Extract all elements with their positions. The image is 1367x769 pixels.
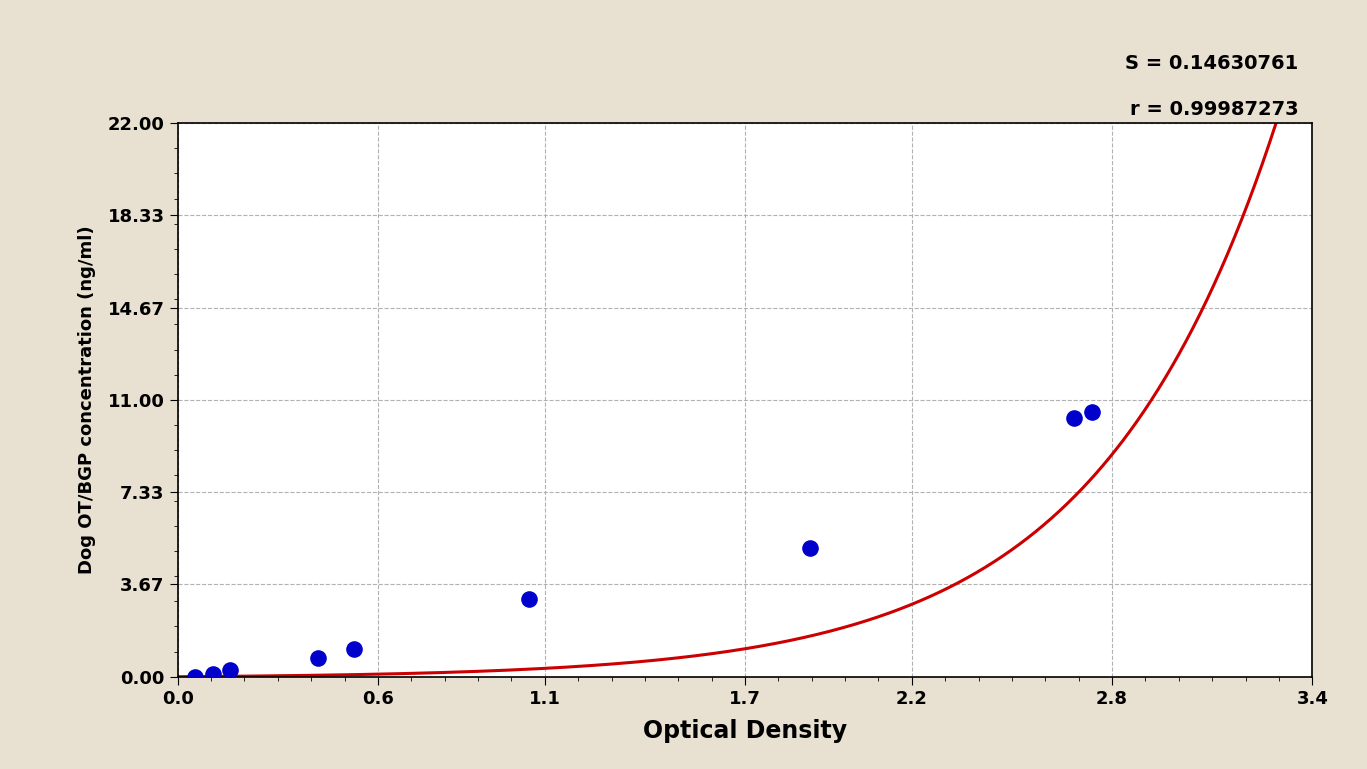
- Point: [343, 643, 365, 655]
- Text: r = 0.99987273: r = 0.99987273: [1131, 100, 1299, 119]
- Point: [800, 542, 822, 554]
- Y-axis label: Dog OT/BGP concentration (ng/ml): Dog OT/BGP concentration (ng/ml): [78, 225, 97, 574]
- Point: [518, 593, 540, 605]
- Point: [308, 652, 329, 664]
- Point: [1081, 406, 1103, 418]
- Point: [202, 667, 224, 680]
- Point: [220, 664, 242, 676]
- Point: [1064, 412, 1085, 424]
- Point: [185, 671, 206, 683]
- Text: S = 0.14630761: S = 0.14630761: [1125, 54, 1299, 73]
- X-axis label: Optical Density: Optical Density: [642, 719, 848, 743]
